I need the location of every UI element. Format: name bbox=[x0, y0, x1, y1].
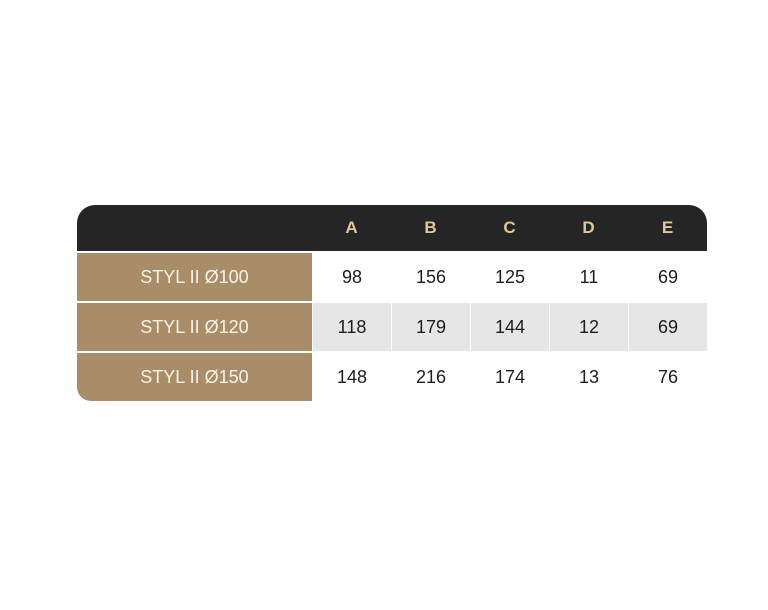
cell: 69 bbox=[629, 303, 707, 351]
cell: 11 bbox=[579, 266, 599, 287]
column-header-a: A bbox=[345, 218, 358, 237]
table-row: STYL II Ø100 98 156 125 11 69 bbox=[77, 253, 707, 301]
cell: 156 bbox=[415, 266, 447, 287]
column-header-d: D bbox=[582, 218, 595, 237]
column-header-b: B bbox=[424, 218, 437, 237]
cell: 118 bbox=[313, 303, 391, 351]
cell: 98 bbox=[341, 266, 363, 287]
row-label: STYL II Ø100 bbox=[77, 253, 312, 301]
cell: 13 bbox=[578, 366, 600, 387]
column-header-c: C bbox=[503, 218, 516, 237]
cell: 76 bbox=[657, 366, 679, 387]
cell: 69 bbox=[657, 266, 679, 287]
table-row: STYL II Ø150 148 216 174 13 76 bbox=[77, 353, 707, 401]
table-row: STYL II Ø120 118 179 144 12 69 bbox=[77, 303, 707, 351]
cell: 174 bbox=[494, 366, 526, 387]
column-header-e: E bbox=[661, 218, 674, 237]
table-header: A B C D E bbox=[77, 205, 707, 251]
cell: 125 bbox=[494, 266, 526, 287]
cell: 12 bbox=[550, 303, 628, 351]
header-empty-cell bbox=[77, 205, 312, 251]
row-label: STYL II Ø120 bbox=[77, 303, 312, 351]
cell: 148 bbox=[336, 366, 368, 387]
cell: 179 bbox=[392, 303, 470, 351]
row-label: STYL II Ø150 bbox=[77, 353, 312, 401]
cell: 144 bbox=[471, 303, 549, 351]
dimensions-table: A B C D E STYL II Ø100 98 156 125 11 69 … bbox=[77, 205, 707, 401]
cell: 216 bbox=[415, 366, 447, 387]
